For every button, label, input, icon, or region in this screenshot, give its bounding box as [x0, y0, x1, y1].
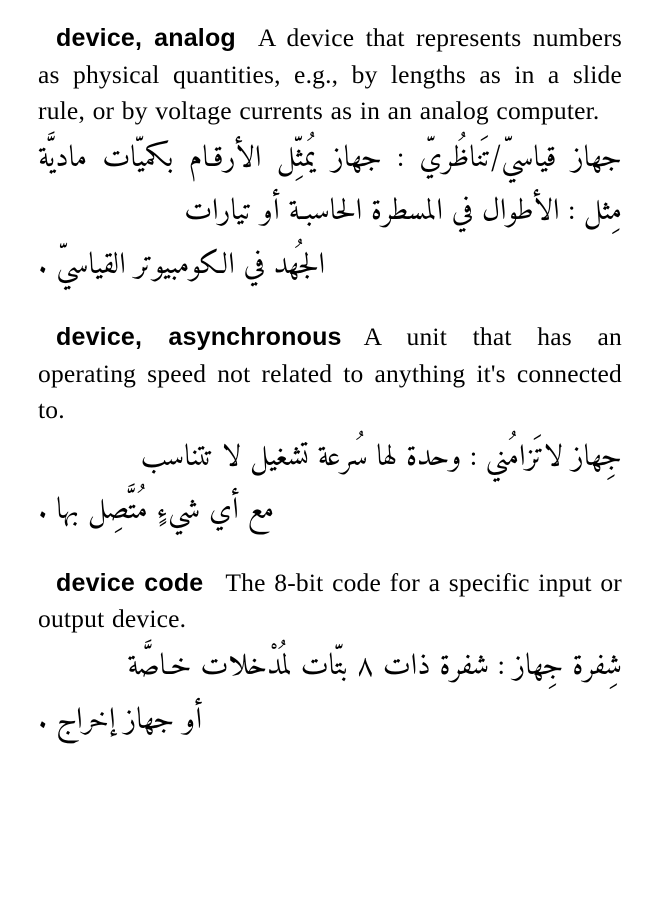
entry-definition-ar-line: جِهاز لاتَزامُني : وحدة لها سُرعة تشغيل … — [38, 432, 622, 485]
dictionary-entry: device codeThe 8-bit code for a speci­fi… — [38, 565, 622, 748]
entry-definition-ar-line: أو جهاز إخراج . — [38, 695, 622, 748]
entry-term: device code — [38, 569, 203, 597]
entry-definition-ar-line: مع أي شيءٍ مُتَّصِل بها . — [38, 485, 622, 538]
entry-term: device, asynchronous — [38, 323, 342, 351]
entry-definition-ar-line: الجُهد في الكومبيوتر القياسيّ . — [38, 240, 622, 293]
dictionary-entry: device, analogA device that repre­sents … — [38, 20, 622, 293]
dictionary-entry: device, asynchronousA unit that has an o… — [38, 319, 622, 539]
entry-term: device, analog — [38, 24, 236, 52]
english-block: device codeThe 8-bit code for a speci­fi… — [38, 565, 622, 638]
english-block: device, asynchronousA unit that has an o… — [38, 319, 622, 428]
english-block: device, analogA device that repre­sents … — [38, 20, 622, 129]
entry-definition-ar-line: شِفرة جِهاز : شفرة ذات ٨ بتّات لمُدْخلات… — [38, 641, 622, 694]
entry-definition-ar-line: جهاز قياسيّ/تَناظُريّ : جهاز يُمثِّل الأ… — [38, 133, 622, 240]
